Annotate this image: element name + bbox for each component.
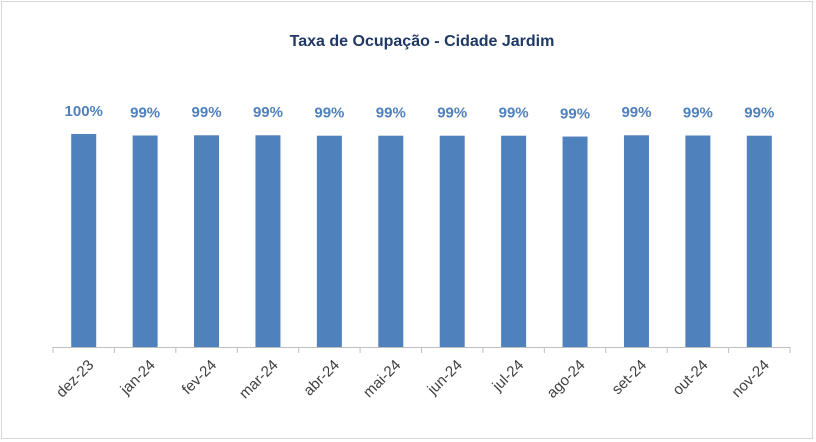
data-label: 99% [560,106,590,123]
bar [71,134,97,347]
data-label: 99% [376,105,406,122]
bar [501,135,527,347]
bar [562,136,588,347]
data-label: 99% [437,105,467,122]
data-label: 99% [130,104,160,121]
bar [194,135,220,347]
data-label: 99% [253,104,283,121]
data-label: 100% [65,103,103,120]
bar [623,135,649,347]
bar [132,135,158,347]
bar [316,135,342,347]
data-label: 99% [314,105,344,122]
bar [255,135,281,347]
data-label: 99% [683,104,713,121]
data-label: 99% [744,105,774,122]
bar [746,135,772,347]
data-label: 99% [621,104,651,121]
data-label: 99% [499,105,529,122]
data-label: 99% [192,104,222,121]
bar [685,135,711,347]
chart-title: Taxa de Ocupação - Cidade Jardim [290,33,555,50]
bar [378,135,404,347]
bar [439,135,465,347]
